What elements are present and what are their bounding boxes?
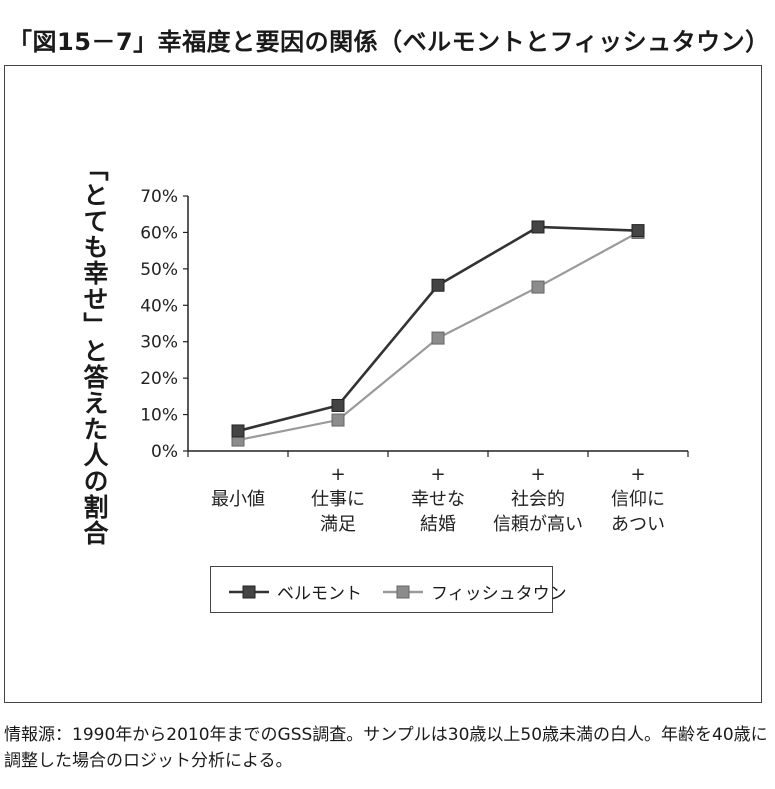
x-category-label: + [330,464,345,485]
x-category-label: あつい [611,514,665,535]
x-category-label: 仕事に [311,489,365,510]
x-category-label: + [530,464,545,485]
legend-label-belmont: ベルモント [277,584,362,604]
x-category-label: 幸せな [411,489,465,510]
x-category-label: 社会的 [511,489,565,510]
legend-swatch-fishtown [383,585,423,598]
y-tick-label: 30% [140,333,178,353]
y-tick-label: 10% [140,406,178,426]
source-note: 情報源：1990年から2010年までのGSS調査。サンプルは30歳以上50歳未満… [4,725,768,771]
x-category-label: + [430,464,445,485]
legend-swatch-belmont [229,585,269,598]
series-0-point [431,278,445,292]
series-0-point [331,398,345,412]
series-1-point [431,331,445,345]
figure-title: 「図15－7」幸福度と要因の関係（ベルモントとフィッシュタウン） [8,28,770,56]
y-tick-label: 50% [140,260,178,280]
y-axis-label: 「とても幸せ」と答えた人の割合 [80,156,109,546]
series-line-0 [237,225,639,433]
legend: ベルモント フィッシュタウン [210,566,567,613]
x-category-label: 信仰に [611,489,665,510]
series-0-point [231,424,245,438]
x-category-label: 信頼が高い [493,514,583,535]
x-category-label: 結婚 [420,514,456,535]
legend-item-belmont: ベルモント [229,579,362,604]
series-1-point [531,280,545,294]
y-tick-label: 40% [140,296,178,316]
legend-label-fishtown: フィッシュタウン [431,584,567,604]
y-tick-label: 60% [140,223,178,243]
y-tick-label: 0% [151,442,178,462]
x-category-label: + [630,464,645,485]
series-0-point [631,224,645,238]
x-category-label: 満足 [320,514,356,535]
legend-item-fishtown: フィッシュタウン [383,579,567,604]
chart-frame [4,65,762,703]
x-category-label: 最小値 [211,489,265,510]
y-tick-label: 70% [140,187,178,207]
y-tick-label: 20% [140,369,178,389]
series-0-point [531,220,545,234]
series-1-point [331,413,345,427]
